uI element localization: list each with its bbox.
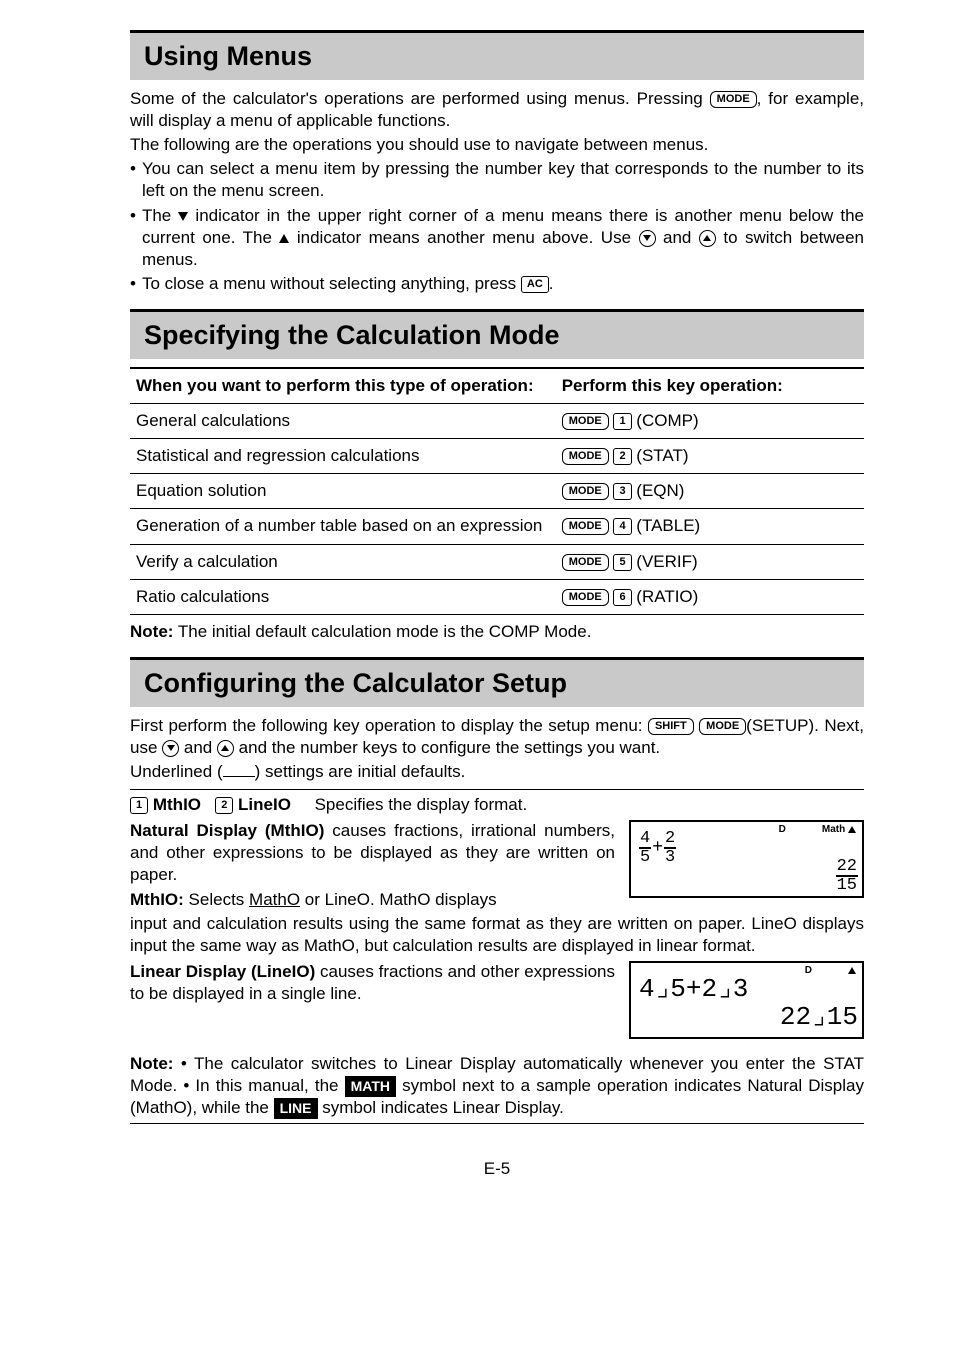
number-key-icon: 5 xyxy=(613,554,631,571)
table-cell-operation: Verify a calculation xyxy=(130,544,556,579)
shift-key-icon: SHIFT xyxy=(648,718,694,735)
text: The indicator in the upper right corner … xyxy=(142,205,864,271)
mthio-label: MthIO: xyxy=(130,890,184,909)
table-row: General calculationsMODE 1 (COMP) xyxy=(130,404,864,439)
bullet-dot: • xyxy=(130,158,136,202)
bullet-item: • You can select a menu item by pressing… xyxy=(130,158,864,202)
number-key-icon: 4 xyxy=(613,518,631,535)
mode-key-icon: MODE xyxy=(562,448,609,465)
section-heading-configure: Configuring the Calculator Setup xyxy=(130,657,864,707)
number-key-icon: 2 xyxy=(613,448,631,465)
table-row: Generation of a number table based on an… xyxy=(130,509,864,544)
table-cell-operation: Generation of a number table based on an… xyxy=(130,509,556,544)
d-indicator: D xyxy=(805,964,812,977)
linear-display-title: Linear Display (LineIO) xyxy=(130,962,315,981)
number-key-icon: 6 xyxy=(613,589,631,606)
table-cell-operation: General calculations xyxy=(130,404,556,439)
mode-key-icon: MODE xyxy=(562,554,609,571)
lcd-display-natural: D Math 45+23 2215 xyxy=(629,820,864,898)
number-key-icon: 1 xyxy=(613,413,631,430)
lcd-display-linear: D 4⌟5+2⌟3 22⌟15 xyxy=(629,961,864,1039)
table-cell-key: MODE 4 (TABLE) xyxy=(556,509,864,544)
paragraph: The following are the operations you sho… xyxy=(130,134,864,156)
key-2-icon: 2 xyxy=(215,797,233,814)
text: You can select a menu item by pressing t… xyxy=(142,158,864,202)
cursor-down-icon xyxy=(639,230,656,247)
lcd-result: 22⌟15 xyxy=(780,1001,858,1035)
down-triangle-icon xyxy=(178,212,188,221)
table-cell-operation: Ratio calculations xyxy=(130,579,556,614)
text: The initial default calculation mode is … xyxy=(173,622,591,641)
mode-key-icon: MODE xyxy=(710,91,757,108)
cursor-up-icon xyxy=(699,230,716,247)
text: Specifies the display format. xyxy=(315,795,528,814)
paragraph: Natural Display (MthIO) causes fractions… xyxy=(130,820,615,886)
mode-key-icon: MODE xyxy=(562,518,609,535)
table-cell-key: MODE 3 (EQN) xyxy=(556,474,864,509)
natural-display-title: Natural Display (MthIO) xyxy=(130,821,324,840)
section-heading-using-menus: Using Menus xyxy=(130,30,864,80)
bullet-dot: • xyxy=(130,205,136,271)
lcd-result: 2215 xyxy=(836,858,858,896)
matho-underline: MathO xyxy=(249,890,300,909)
paragraph: First perform the following key operatio… xyxy=(130,715,864,759)
table-cell-operation: Statistical and regression calculations xyxy=(130,439,556,474)
table-row: Equation solutionMODE 3 (EQN) xyxy=(130,474,864,509)
table-cell-key: MODE 2 (STAT) xyxy=(556,439,864,474)
table-row: Verify a calculationMODE 5 (VERIF) xyxy=(130,544,864,579)
mode-key-icon: MODE xyxy=(562,483,609,500)
mode-table: When you want to perform this type of op… xyxy=(130,367,864,615)
note-label: Note: xyxy=(130,622,173,641)
d-indicator: D xyxy=(779,823,786,836)
mode-key-icon: MODE xyxy=(562,589,609,606)
paragraph: Underlined () settings are initial defau… xyxy=(130,761,864,783)
table-cell-operation: Equation solution xyxy=(130,474,556,509)
mode-key-icon: MODE xyxy=(699,718,746,735)
paragraph: Linear Display (LineIO) causes fractions… xyxy=(130,961,615,1005)
line-badge-icon: LINE xyxy=(274,1098,318,1118)
bullet-item: • The indicator in the upper right corne… xyxy=(130,205,864,271)
cursor-down-icon xyxy=(162,740,179,757)
option-line: 1 MthIO 2 LineIO Specifies the display f… xyxy=(130,789,864,816)
note-label: Note: xyxy=(130,1054,173,1073)
option-lineio: LineIO xyxy=(238,795,291,814)
up-indicator xyxy=(848,964,856,977)
lcd-expression: 4⌟5+2⌟3 xyxy=(639,973,748,1007)
table-cell-key: MODE 5 (VERIF) xyxy=(556,544,864,579)
table-row: Ratio calculationsMODE 6 (RATIO) xyxy=(130,579,864,614)
table-cell-key: MODE 1 (COMP) xyxy=(556,404,864,439)
paragraph: Some of the calculator's operations are … xyxy=(130,88,864,132)
section-heading-specify-mode: Specifying the Calculation Mode xyxy=(130,309,864,359)
bullet-item: • To close a menu without selecting anyt… xyxy=(130,273,864,295)
ac-key-icon: AC xyxy=(521,276,549,293)
note-paragraph: Note: • The calculator switches to Linea… xyxy=(130,1053,864,1119)
number-key-icon: 3 xyxy=(613,483,631,500)
bullet-dot: • xyxy=(130,273,136,295)
math-indicator: Math xyxy=(822,823,856,836)
lcd-expression: 45+23 xyxy=(639,830,676,868)
paragraph: MthIO: Selects MathO or LineO. MathO dis… xyxy=(130,889,615,911)
key-1-icon: 1 xyxy=(130,797,148,814)
math-badge-icon: MATH xyxy=(345,1076,396,1096)
paragraph: input and calculation results using the … xyxy=(130,913,864,957)
note-paragraph: Note: The initial default calculation mo… xyxy=(130,621,864,643)
table-header-key: Perform this key operation: xyxy=(556,368,864,404)
table-cell-key: MODE 6 (RATIO) xyxy=(556,579,864,614)
divider xyxy=(130,1123,864,1124)
table-row: Statistical and regression calculationsM… xyxy=(130,439,864,474)
underline-blank xyxy=(223,776,255,777)
option-mthio: MthIO xyxy=(153,795,201,814)
text: Some of the calculator's operations are … xyxy=(130,89,710,108)
text: To close a menu without selecting anythi… xyxy=(142,273,864,295)
up-triangle-icon xyxy=(279,234,289,243)
mode-key-icon: MODE xyxy=(562,413,609,430)
page-number: E-5 xyxy=(130,1158,864,1180)
cursor-up-icon xyxy=(217,740,234,757)
table-header-operation: When you want to perform this type of op… xyxy=(130,368,556,404)
